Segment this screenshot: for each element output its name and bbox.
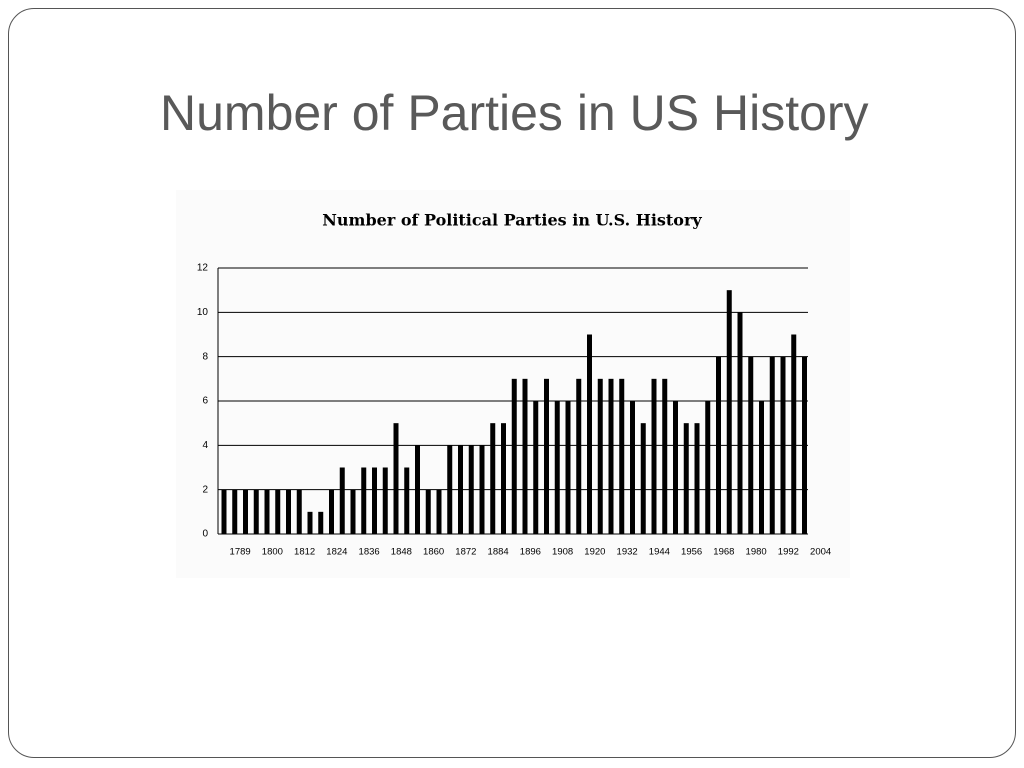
bar [662, 378, 668, 534]
y-tick-label: 0 [202, 529, 208, 540]
bar [533, 401, 539, 534]
bar [350, 489, 356, 534]
slide-frame [8, 8, 1016, 758]
slide-title: Number of Parties in US History [160, 85, 869, 141]
x-tick-label: 1848 [391, 547, 412, 558]
x-tick-label: 1812 [294, 547, 315, 558]
bar [716, 356, 721, 534]
x-tick-label: 1968 [713, 547, 734, 558]
x-tick-label: 1789 [230, 547, 251, 558]
bar [640, 423, 646, 534]
x-tick-label: 1800 [262, 547, 283, 558]
bar [436, 489, 442, 534]
bar [619, 378, 625, 534]
bar [479, 445, 485, 534]
y-tick-label: 10 [197, 307, 209, 318]
bar [318, 511, 324, 534]
y-tick-label: 4 [202, 440, 208, 451]
bar [468, 445, 474, 534]
bar [382, 467, 388, 534]
bar [802, 356, 807, 534]
bar [264, 489, 270, 534]
bar [372, 467, 377, 534]
x-tick-label: 1944 [649, 547, 670, 558]
bar [769, 356, 775, 534]
bar [232, 489, 238, 534]
x-tick-label: 1836 [359, 547, 380, 558]
bar [759, 401, 764, 534]
y-tick-label: 8 [202, 351, 208, 362]
x-tick-label: 1896 [520, 547, 541, 558]
bar [694, 423, 700, 534]
bar [490, 423, 496, 534]
x-tick-label: 1824 [326, 547, 347, 558]
x-tick-label: 1872 [455, 547, 476, 558]
x-tick-label: 1860 [423, 547, 444, 558]
bar [339, 467, 345, 534]
bar [286, 489, 291, 534]
bar [329, 489, 334, 534]
bar [780, 356, 786, 534]
bar [511, 378, 517, 534]
bar [393, 423, 399, 534]
bar [253, 489, 259, 534]
bar [791, 334, 797, 534]
bar [361, 467, 367, 534]
bar [726, 290, 732, 534]
bar [522, 378, 528, 534]
bar [683, 423, 689, 534]
bar [737, 312, 743, 534]
bar [404, 467, 410, 534]
bar [651, 378, 657, 534]
bar [565, 401, 571, 534]
bar [544, 378, 549, 534]
bar [554, 401, 560, 534]
bar [597, 378, 603, 534]
x-tick-label: 1932 [617, 547, 638, 558]
bar [296, 489, 302, 534]
y-tick-label: 6 [202, 396, 208, 407]
bar [415, 445, 420, 534]
bar [608, 378, 614, 534]
bar [630, 401, 635, 534]
bar [458, 445, 463, 534]
bar [673, 401, 678, 534]
bar [275, 489, 281, 534]
chart-title: Number of Political Parties in U.S. Hist… [322, 211, 702, 230]
x-tick-label: 1980 [746, 547, 767, 558]
bar [447, 445, 453, 534]
y-tick-label: 2 [202, 484, 208, 495]
bar [243, 489, 248, 534]
bar [221, 489, 227, 534]
x-tick-label: 1992 [778, 547, 799, 558]
bar [587, 334, 592, 534]
bar [307, 511, 313, 534]
bar [705, 401, 711, 534]
x-tick-label: 1956 [681, 547, 702, 558]
x-tick-label: 2004 [810, 547, 831, 558]
bar [501, 423, 506, 534]
x-tick-label: 1884 [488, 547, 509, 558]
y-tick-label: 12 [197, 263, 209, 274]
bar [576, 378, 582, 534]
x-tick-label: 1920 [584, 547, 605, 558]
x-tick-label: 1908 [552, 547, 573, 558]
bar [425, 489, 431, 534]
bar [748, 356, 754, 534]
